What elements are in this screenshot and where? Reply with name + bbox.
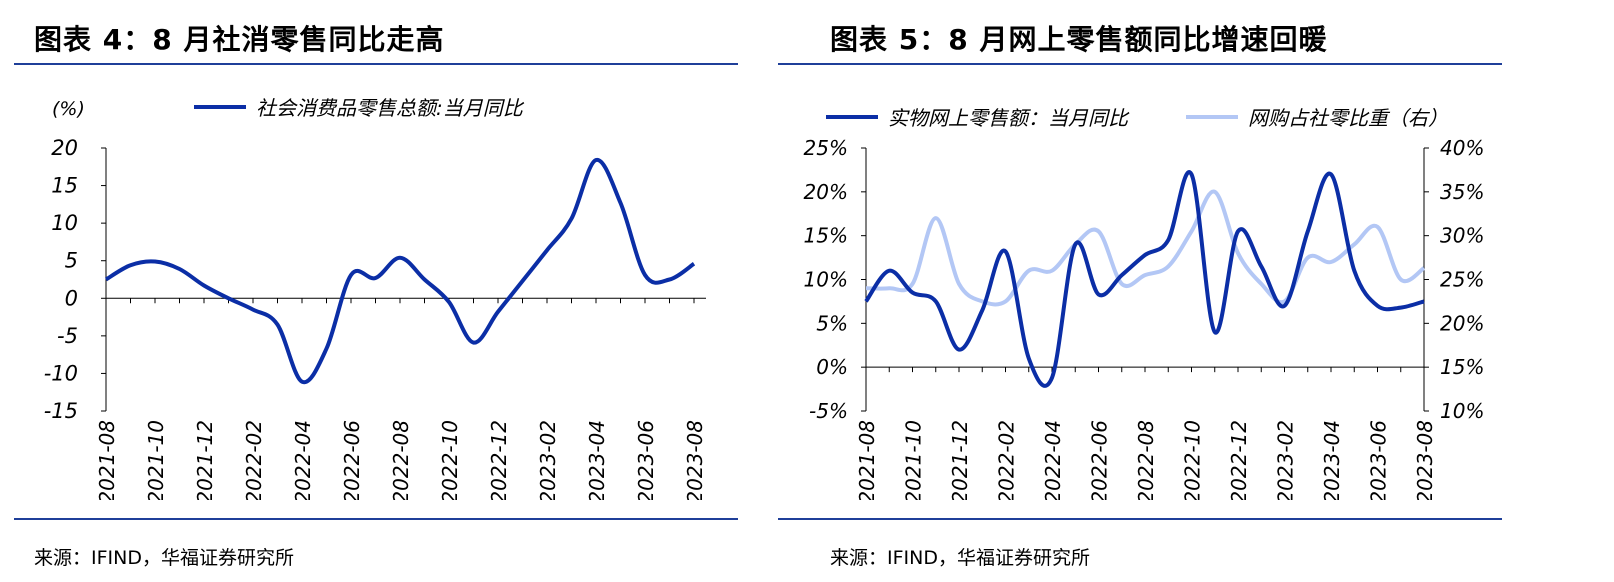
x-tick-label: 2022-10 <box>438 420 462 500</box>
y-tick-label-right: 10% <box>1440 399 1484 423</box>
y-tick-label-left: 0% <box>816 355 848 379</box>
legend-label-online-share: 网购占社零比重（右） <box>1248 106 1448 130</box>
x-tick-label: 2022-10 <box>1181 420 1205 500</box>
left-chart: (%) 社会消费品零售总额:当月同比 20 15 10 5 0 -5 -10 -15 2021-08… <box>44 96 707 500</box>
x-tick-label: 2021-08 <box>855 420 879 500</box>
right-source-rule <box>778 518 1502 520</box>
y-tick-label: 20 <box>51 136 78 160</box>
y-tick-label: -10 <box>44 361 78 385</box>
y-tick-label-left: 10% <box>804 268 848 292</box>
series-line-retail-sales <box>104 158 696 385</box>
left-chart-panel: 图表 4：8 月社消零售同比走高 (%) 社会消费品零售总额:当月同比 20 15 10… <box>0 0 780 582</box>
left-title-rule <box>14 63 738 65</box>
y-tick-label: 15 <box>51 174 78 198</box>
x-tick-label: 2023-02 <box>536 420 560 500</box>
y-tick-label-left: 20% <box>804 180 848 204</box>
right-figure-title: 图表 5：8 月网上零售额同比增速回暖 <box>830 23 1328 56</box>
right-source-note: 来源：IFIND，华福证券研究所 <box>830 547 1090 569</box>
x-tick-label: 2022-12 <box>1227 420 1251 500</box>
y-tick-label-left: 15% <box>804 224 848 248</box>
right-title-rule <box>778 63 1502 65</box>
x-tick-label: 2022-04 <box>291 420 315 500</box>
y-tick-label-right: 40% <box>1440 136 1484 160</box>
y-tick-label-right: 30% <box>1440 224 1484 248</box>
x-tick-label: 2023-06 <box>634 420 658 500</box>
y-tick-label: 10 <box>51 211 78 235</box>
x-tick-label: 2023-04 <box>585 420 609 500</box>
x-tick-label: 2023-02 <box>1274 420 1298 500</box>
legend-label-online-sales: 实物网上零售额：当月同比 <box>888 106 1130 130</box>
x-tick-label: 2022-06 <box>340 420 364 500</box>
series-line-online-share <box>865 189 1426 307</box>
x-tick-label: 2021-10 <box>144 420 168 500</box>
series-line-online-sales <box>864 170 1425 388</box>
x-tick-label: 2022-06 <box>1088 420 1112 500</box>
left-source-rule <box>14 518 738 520</box>
x-tick-label: 2023-08 <box>683 420 707 500</box>
legend-label: 社会消费品零售总额:当月同比 <box>256 96 525 120</box>
y-tick-label-left: 25% <box>804 136 848 160</box>
y-tick-label-left: 5% <box>816 311 848 335</box>
left-source-note: 来源：IFIND，华福证券研究所 <box>34 547 294 569</box>
x-tick-label: 2022-02 <box>242 420 266 500</box>
unit-label: (%) <box>52 98 85 120</box>
right-chart: 实物网上零售额：当月同比 网购占社零比重（右） 25% 20% 15% 10% 5% 0% -5… <box>804 106 1485 500</box>
y-tick-label: 0 <box>65 286 78 310</box>
x-tick-label: 2021-12 <box>193 420 217 500</box>
x-tick-label: 2022-08 <box>1134 420 1158 500</box>
x-tick-label: 2022-12 <box>487 420 511 500</box>
y-tick-label-right: 15% <box>1440 355 1484 379</box>
right-chart-panel: 图表 5：8 月网上零售额同比增速回暖 实物网上零售额：当月同比 网购占社零比重（… <box>778 0 1600 582</box>
y-tick-label: -15 <box>44 399 78 423</box>
left-figure-title: 图表 4：8 月社消零售同比走高 <box>34 23 445 56</box>
y-tick-label: 5 <box>65 249 78 273</box>
x-tick-label: 2023-08 <box>1413 420 1437 500</box>
y-tick-label: -5 <box>57 324 78 348</box>
y-tick-label-right: 25% <box>1440 268 1484 292</box>
x-tick-label: 2022-02 <box>995 420 1019 500</box>
y-tick-label-right: 35% <box>1440 180 1484 204</box>
x-tick-label: 2021-08 <box>95 420 119 500</box>
x-tick-label: 2023-06 <box>1367 420 1391 500</box>
y-tick-label-left: -5% <box>809 399 848 423</box>
x-tick-label: 2022-08 <box>389 420 413 500</box>
x-tick-label: 2021-12 <box>948 420 972 500</box>
x-tick-label: 2023-04 <box>1320 420 1344 500</box>
x-tick-label: 2022-04 <box>1041 420 1065 500</box>
x-tick-label: 2021-10 <box>902 420 926 500</box>
y-tick-label-right: 20% <box>1440 311 1484 335</box>
